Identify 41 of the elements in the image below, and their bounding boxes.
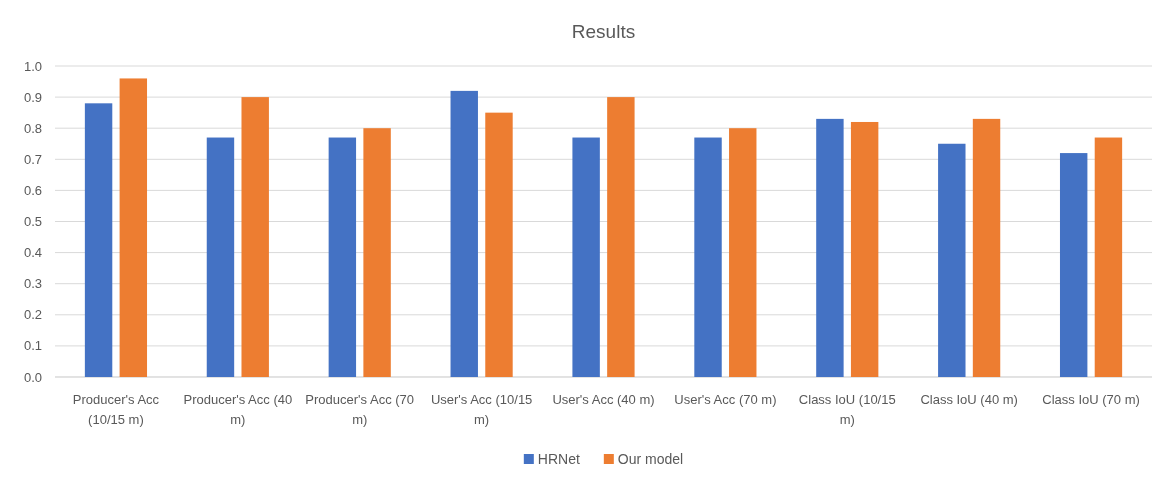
bar bbox=[694, 137, 722, 377]
x-tick-label: User's Acc (70 m) bbox=[674, 392, 777, 407]
y-tick-label: 0.5 bbox=[23, 214, 42, 230]
bar bbox=[972, 118, 1001, 377]
bar bbox=[729, 128, 757, 377]
bar bbox=[572, 137, 600, 377]
bar bbox=[850, 121, 879, 377]
bar bbox=[485, 112, 513, 377]
x-tick-label: Class IoU (70 m) bbox=[1042, 392, 1140, 407]
y-tick-label: 0.4 bbox=[23, 245, 42, 261]
bar bbox=[119, 78, 148, 377]
bar bbox=[328, 137, 357, 377]
x-tick-label: User's Acc (40 m) bbox=[552, 392, 655, 407]
bar bbox=[450, 90, 478, 377]
y-tick-label: 0.8 bbox=[23, 120, 42, 136]
bar bbox=[607, 97, 635, 377]
y-tick-label: 0.3 bbox=[23, 276, 42, 292]
y-tick-label: 0.1 bbox=[23, 338, 42, 354]
bar bbox=[816, 118, 844, 377]
chart-title: Results bbox=[571, 21, 636, 42]
x-tick-label: Producer's Acc (70 m) bbox=[305, 392, 415, 427]
bar bbox=[241, 97, 269, 377]
x-tick-label: Class IoU (40 m) bbox=[920, 392, 1018, 407]
x-tick-label: Producer's Acc (10/15 m) bbox=[72, 392, 160, 427]
bar bbox=[938, 143, 966, 377]
x-tick-label: Producer's Acc (40 m) bbox=[183, 392, 293, 427]
y-tick-label: 1.0 bbox=[23, 58, 42, 74]
bar bbox=[206, 137, 235, 377]
bar bbox=[363, 128, 391, 377]
bar bbox=[1094, 137, 1123, 377]
y-tick-label: 0.7 bbox=[23, 151, 42, 167]
bar bbox=[1059, 153, 1088, 377]
y-tick-label: 0.6 bbox=[23, 182, 42, 198]
y-tick-label: 0.9 bbox=[23, 89, 42, 105]
y-tick-label: 0.0 bbox=[23, 369, 42, 385]
y-tick-label: 0.2 bbox=[23, 307, 42, 323]
bar bbox=[84, 103, 113, 377]
x-tick-label: Class IoU (10/15 m) bbox=[798, 392, 896, 427]
x-tick-label: User's Acc (10/15 m) bbox=[430, 392, 533, 427]
legend-label: HRNet bbox=[537, 450, 580, 467]
legend-label: Our model bbox=[617, 450, 684, 467]
